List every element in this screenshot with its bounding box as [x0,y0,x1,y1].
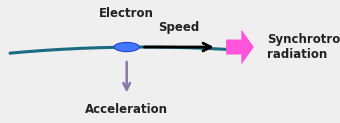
Text: Electron: Electron [99,7,154,20]
Text: Speed: Speed [158,21,199,34]
Text: Synchrotron
radiation: Synchrotron radiation [267,33,340,61]
Text: Acceleration: Acceleration [85,103,168,116]
Circle shape [114,42,139,52]
